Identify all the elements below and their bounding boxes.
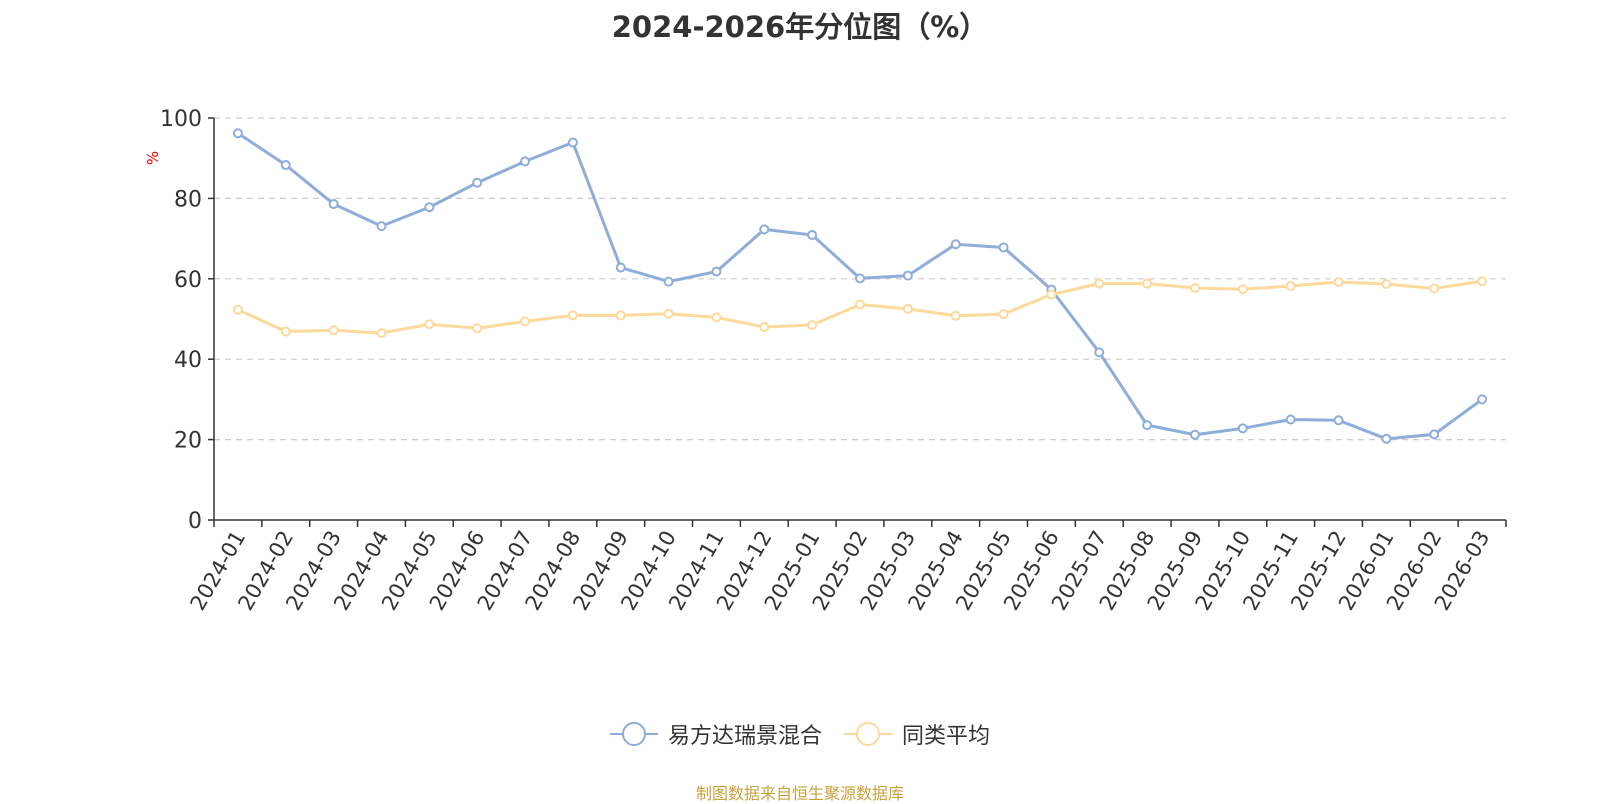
data-point-series-1 bbox=[1189, 429, 1200, 440]
data-point-series-2 bbox=[1237, 284, 1248, 295]
data-point-series-1 bbox=[807, 229, 818, 240]
data-point-series-1 bbox=[663, 276, 674, 287]
data-point-series-2 bbox=[424, 319, 435, 330]
data-point-series-1 bbox=[759, 224, 770, 235]
data-point-series-2 bbox=[1429, 283, 1440, 294]
data-point-series-2 bbox=[1094, 278, 1105, 289]
data-point-series-1 bbox=[615, 262, 626, 273]
data-point-series-1 bbox=[950, 239, 961, 250]
data-point-series-2 bbox=[1381, 279, 1392, 290]
data-point-series-2 bbox=[807, 320, 818, 331]
y-tick-label: 40 bbox=[174, 348, 202, 373]
y-axis-unit-label: % bbox=[144, 151, 162, 165]
data-point-series-2 bbox=[998, 309, 1009, 320]
y-tick-label: 20 bbox=[174, 429, 202, 454]
data-point-series-2 bbox=[855, 299, 865, 310]
data-point-series-1 bbox=[1429, 429, 1440, 440]
legend-item-series-1[interactable]: 易方达瑞景混合 bbox=[609, 718, 822, 750]
axes bbox=[208, 117, 1507, 527]
data-point-series-1 bbox=[902, 270, 913, 281]
data-point-series-2 bbox=[759, 322, 770, 333]
legend-item-series-2[interactable]: 同类平均 bbox=[844, 718, 990, 750]
data-point-series-1 bbox=[1285, 414, 1296, 425]
legend-line-circle-icon bbox=[609, 722, 658, 746]
data-point-series-2 bbox=[328, 325, 339, 336]
data-point-series-2 bbox=[1142, 278, 1153, 289]
data-point-series-1 bbox=[328, 199, 339, 210]
y-tick-label: 100 bbox=[160, 107, 202, 132]
data-point-series-1 bbox=[1477, 394, 1488, 405]
y-tick-label: 0 bbox=[188, 509, 202, 534]
data-point-series-2 bbox=[1189, 283, 1200, 294]
data-point-series-1 bbox=[232, 128, 243, 139]
legend-label: 易方达瑞景混合 bbox=[667, 724, 822, 749]
data-point-series-2 bbox=[663, 308, 674, 319]
data-point-series-1 bbox=[1142, 420, 1153, 431]
legend-line-circle-icon bbox=[844, 722, 892, 746]
data-point-series-1 bbox=[1094, 347, 1105, 358]
data-point-series-1 bbox=[1237, 423, 1248, 434]
chart-title: 2024-2026年分位图（%） bbox=[611, 10, 989, 44]
data-point-series-2 bbox=[1046, 289, 1057, 300]
data-point-series-2 bbox=[472, 323, 483, 334]
source-note: 制图数据来自恒生聚源数据库 bbox=[695, 784, 904, 803]
data-point-series-1 bbox=[855, 273, 865, 284]
data-point-series-2 bbox=[520, 316, 531, 327]
data-point-series-1 bbox=[280, 160, 291, 171]
data-point-series-2 bbox=[711, 312, 722, 323]
data-point-series-2 bbox=[376, 328, 387, 339]
data-point-series-2 bbox=[1477, 276, 1488, 287]
data-point-series-2 bbox=[1285, 281, 1296, 292]
data-point-series-1 bbox=[424, 202, 435, 213]
y-tick-label: 60 bbox=[174, 268, 202, 293]
data-point-series-1 bbox=[472, 177, 483, 188]
data-point-series-2 bbox=[950, 310, 961, 321]
data-point-series-2 bbox=[615, 310, 626, 321]
data-point-series-1 bbox=[711, 266, 722, 277]
series-lines bbox=[232, 128, 1488, 444]
data-point-series-1 bbox=[520, 156, 531, 167]
data-point-series-2 bbox=[280, 326, 291, 337]
data-point-series-1 bbox=[567, 137, 578, 148]
y-tick-label: 80 bbox=[174, 187, 202, 212]
data-point-series-2 bbox=[232, 304, 243, 315]
data-point-series-2 bbox=[567, 310, 578, 321]
data-point-series-1 bbox=[1333, 415, 1344, 426]
data-point-series-1 bbox=[998, 242, 1009, 253]
data-point-series-1 bbox=[376, 221, 387, 232]
data-point-series-1 bbox=[1381, 433, 1392, 444]
legend-label: 同类平均 bbox=[902, 724, 991, 749]
tick-labels: 020406080100%2024-012024-022024-032024-0… bbox=[144, 107, 1494, 614]
data-point-series-2 bbox=[902, 303, 913, 314]
legend: 易方达瑞景混合 同类平均 bbox=[0, 718, 1600, 750]
data-point-series-2 bbox=[1333, 277, 1344, 288]
